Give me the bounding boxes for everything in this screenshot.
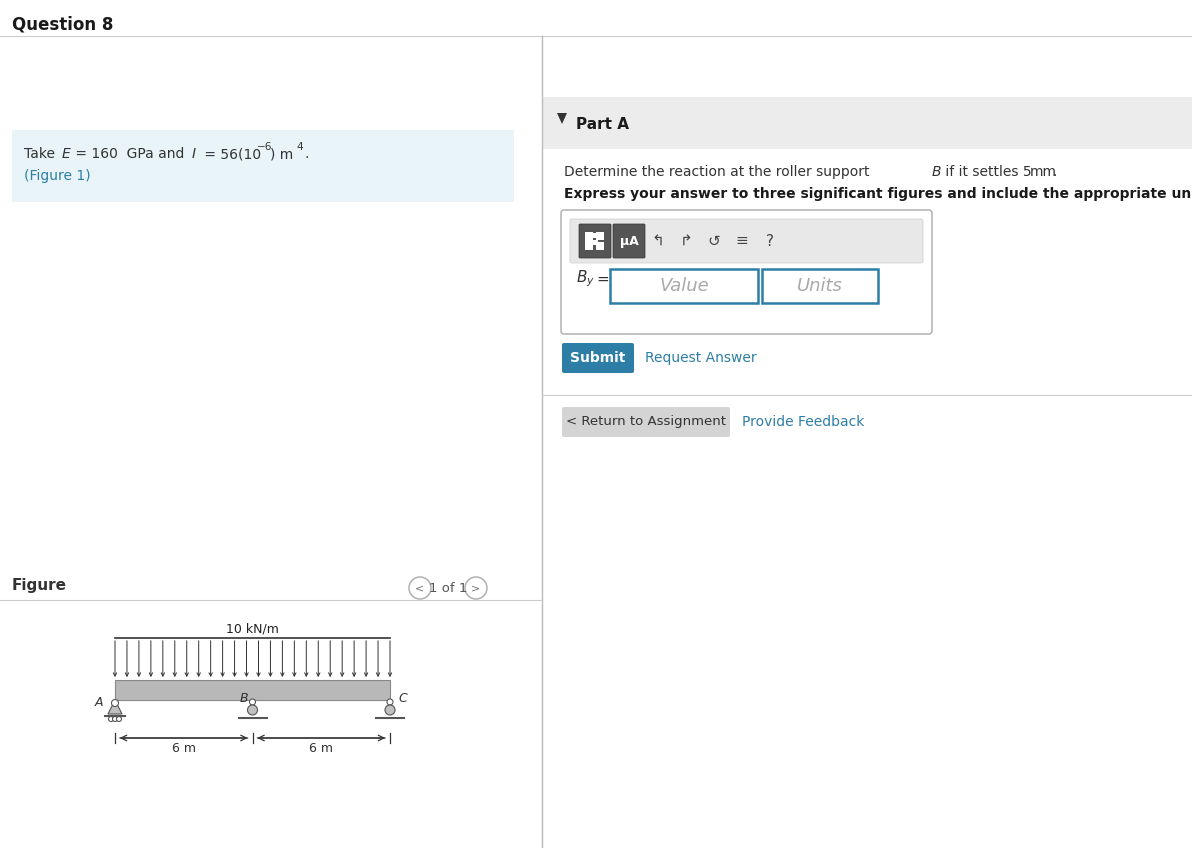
Text: Provide Feedback: Provide Feedback [741, 415, 864, 429]
Circle shape [117, 717, 122, 722]
FancyBboxPatch shape [592, 233, 598, 238]
Text: Submit: Submit [570, 351, 626, 365]
FancyBboxPatch shape [613, 224, 645, 258]
FancyBboxPatch shape [596, 242, 604, 250]
Text: if it settles 5: if it settles 5 [940, 165, 1036, 179]
FancyBboxPatch shape [586, 240, 591, 245]
Text: ↱: ↱ [679, 233, 693, 248]
Text: ↰: ↰ [652, 233, 664, 248]
Text: < Return to Assignment: < Return to Assignment [566, 416, 726, 428]
FancyBboxPatch shape [592, 240, 598, 245]
Text: Take: Take [24, 147, 60, 161]
Text: Figure: Figure [12, 578, 67, 593]
Text: I: I [192, 147, 197, 161]
Circle shape [112, 717, 118, 722]
Text: Determine the reaction at the roller support: Determine the reaction at the roller sup… [564, 165, 874, 179]
Text: B: B [932, 165, 942, 179]
Text: $B_y$: $B_y$ [576, 269, 595, 289]
Text: .: . [1053, 165, 1057, 179]
Text: 6 m: 6 m [172, 742, 195, 755]
Circle shape [108, 717, 113, 722]
Text: μA: μA [620, 235, 639, 248]
Text: Value: Value [659, 277, 709, 295]
FancyBboxPatch shape [542, 97, 1192, 149]
Circle shape [385, 705, 395, 715]
FancyBboxPatch shape [12, 130, 514, 202]
Text: mm: mm [1030, 165, 1057, 179]
FancyBboxPatch shape [586, 233, 591, 238]
FancyBboxPatch shape [579, 224, 611, 258]
Text: Part A: Part A [576, 117, 629, 132]
Text: 6 m: 6 m [309, 742, 334, 755]
FancyBboxPatch shape [114, 680, 390, 700]
FancyBboxPatch shape [561, 210, 932, 334]
FancyBboxPatch shape [596, 232, 604, 240]
FancyBboxPatch shape [561, 343, 634, 373]
Text: 4: 4 [296, 142, 303, 152]
Text: Units: Units [797, 277, 843, 295]
Text: .: . [304, 147, 309, 161]
Text: ↺: ↺ [708, 233, 720, 248]
Text: C: C [398, 691, 406, 705]
Text: = 56(10: = 56(10 [200, 147, 261, 161]
Circle shape [112, 700, 118, 706]
Text: ) m: ) m [271, 147, 293, 161]
Text: ≡: ≡ [735, 233, 749, 248]
Text: <: < [415, 583, 424, 593]
Polygon shape [557, 113, 567, 124]
Text: A: A [94, 695, 103, 708]
Text: −6: −6 [257, 142, 273, 152]
Polygon shape [108, 700, 122, 714]
Circle shape [249, 699, 255, 705]
Text: Express your answer to three significant figures and include the appropriate uni: Express your answer to three significant… [564, 187, 1192, 201]
Text: = 160  GPa and: = 160 GPa and [72, 147, 188, 161]
Text: (Figure 1): (Figure 1) [24, 169, 91, 183]
FancyBboxPatch shape [585, 232, 592, 250]
Text: E: E [62, 147, 70, 161]
Circle shape [248, 705, 257, 715]
Text: ?: ? [766, 233, 774, 248]
Text: Request Answer: Request Answer [645, 351, 757, 365]
FancyBboxPatch shape [570, 219, 923, 263]
Text: B: B [240, 691, 248, 705]
Text: =: = [596, 271, 609, 287]
FancyBboxPatch shape [610, 269, 758, 303]
Text: Question 8: Question 8 [12, 16, 113, 34]
FancyBboxPatch shape [561, 407, 730, 437]
Circle shape [387, 699, 393, 705]
Text: 1 of 1: 1 of 1 [429, 582, 467, 594]
Text: 10 kN/m: 10 kN/m [226, 623, 279, 636]
Text: >: > [471, 583, 480, 593]
FancyBboxPatch shape [762, 269, 879, 303]
